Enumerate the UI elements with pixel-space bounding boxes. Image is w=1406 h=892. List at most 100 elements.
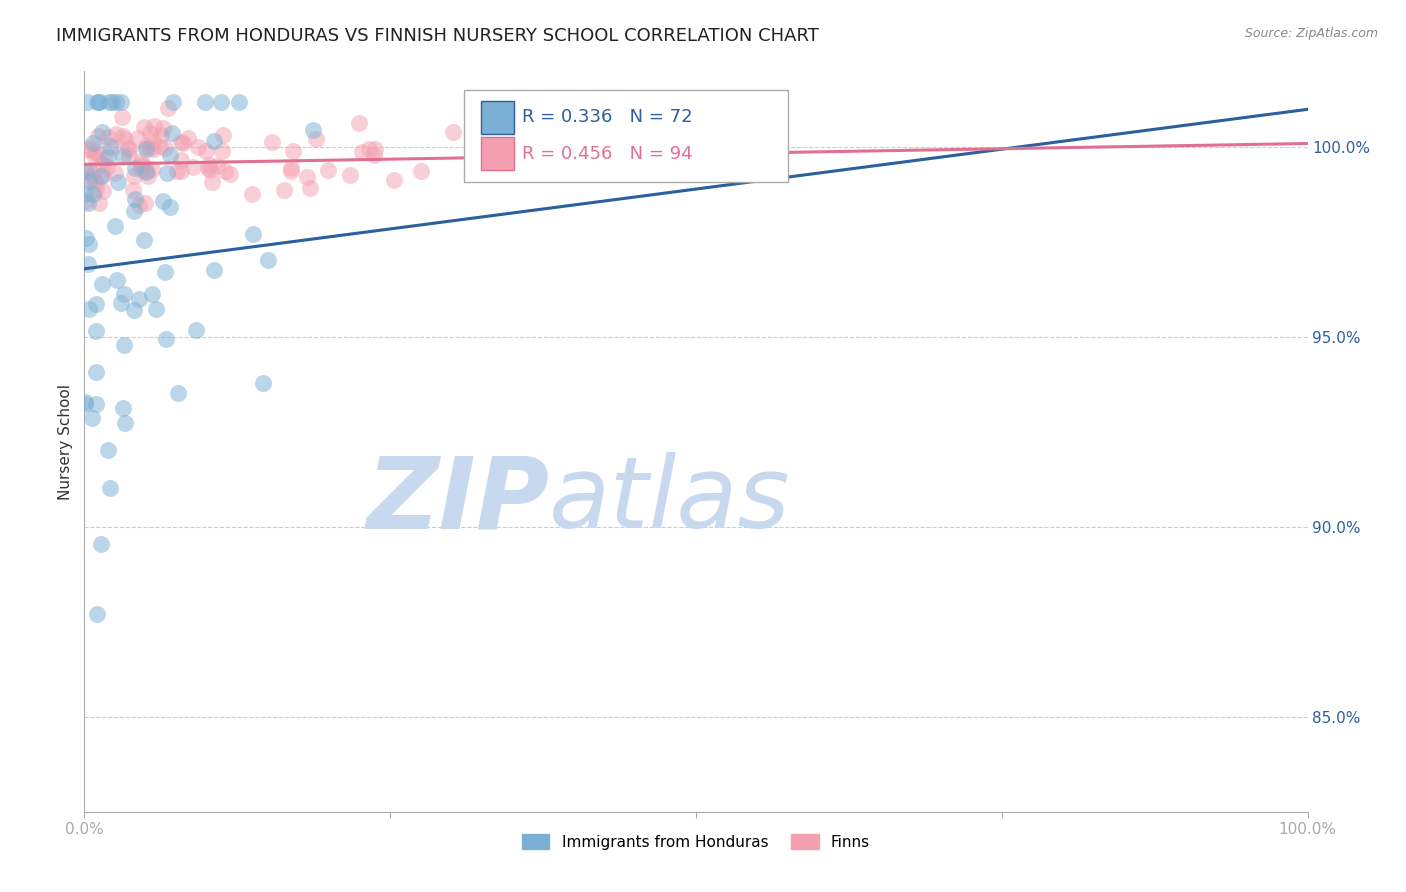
Point xyxy=(96,150,118,164)
Point xyxy=(84,365,107,379)
Text: ZIP: ZIP xyxy=(366,452,550,549)
Point xyxy=(382,172,405,186)
Point xyxy=(350,145,373,159)
Point xyxy=(80,411,103,425)
Point xyxy=(242,227,264,242)
Point xyxy=(76,171,98,186)
Point xyxy=(153,141,176,155)
Point xyxy=(162,95,184,109)
Point xyxy=(89,95,111,109)
Point xyxy=(134,196,156,211)
Point xyxy=(124,192,146,206)
Point xyxy=(166,164,188,178)
Point xyxy=(129,158,152,172)
Point xyxy=(122,169,145,183)
Point xyxy=(90,537,112,551)
Point xyxy=(82,136,104,150)
Point xyxy=(363,148,385,162)
Point xyxy=(111,110,134,124)
Point xyxy=(281,144,304,158)
Point xyxy=(118,149,141,163)
Text: Source: ZipAtlas.com: Source: ZipAtlas.com xyxy=(1244,27,1378,40)
Point xyxy=(240,186,263,201)
Point xyxy=(156,101,179,115)
Point xyxy=(172,136,194,150)
FancyBboxPatch shape xyxy=(481,137,513,169)
Text: R = 0.336   N = 72: R = 0.336 N = 72 xyxy=(522,108,693,127)
Point xyxy=(129,154,152,169)
Point xyxy=(186,323,208,337)
Point xyxy=(122,183,145,197)
Point xyxy=(347,115,370,129)
Point xyxy=(202,263,225,277)
Point xyxy=(83,148,105,162)
Point xyxy=(91,277,114,291)
Point xyxy=(105,273,128,287)
Point xyxy=(142,134,165,148)
Point xyxy=(142,142,165,156)
Point xyxy=(134,120,156,134)
Point xyxy=(197,161,219,175)
Point xyxy=(411,164,433,178)
Point xyxy=(489,137,512,152)
Point xyxy=(214,163,236,178)
Point xyxy=(441,125,464,139)
Point xyxy=(166,385,188,400)
FancyBboxPatch shape xyxy=(481,101,513,134)
Point xyxy=(124,303,146,318)
Point xyxy=(96,160,118,174)
Point xyxy=(135,139,157,153)
Point xyxy=(198,158,221,172)
Point xyxy=(194,144,217,158)
Point xyxy=(73,187,96,202)
Text: IMMIGRANTS FROM HONDURAS VS FINNISH NURSERY SCHOOL CORRELATION CHART: IMMIGRANTS FROM HONDURAS VS FINNISH NURS… xyxy=(56,27,820,45)
Point xyxy=(152,121,174,136)
Point xyxy=(574,150,596,164)
Point xyxy=(181,160,204,174)
Point xyxy=(318,163,340,178)
Point xyxy=(159,200,181,214)
Point xyxy=(110,296,132,310)
Point xyxy=(86,607,108,622)
Point xyxy=(141,286,163,301)
Point xyxy=(228,95,250,109)
Point xyxy=(93,153,115,168)
Point xyxy=(127,130,149,145)
Point xyxy=(105,95,128,109)
Point xyxy=(77,141,100,155)
Point xyxy=(83,172,105,186)
Point xyxy=(104,219,127,233)
Point xyxy=(87,147,110,161)
Point xyxy=(280,161,302,175)
Point xyxy=(84,182,107,196)
Point xyxy=(159,147,181,161)
Point xyxy=(75,397,97,411)
Point xyxy=(153,265,176,279)
Point xyxy=(141,161,163,176)
Point xyxy=(211,128,233,142)
Point xyxy=(273,184,295,198)
Point xyxy=(128,292,150,306)
Point xyxy=(75,230,97,244)
Point xyxy=(575,145,598,159)
Point xyxy=(114,132,136,146)
Point xyxy=(77,195,100,210)
Point xyxy=(149,139,172,153)
Y-axis label: Nursery School: Nursery School xyxy=(58,384,73,500)
Point xyxy=(84,325,107,339)
Point xyxy=(149,128,172,142)
Point xyxy=(98,139,121,153)
Point xyxy=(302,123,325,137)
Point xyxy=(280,164,302,178)
Point xyxy=(555,153,578,167)
Point xyxy=(91,168,114,182)
Text: atlas: atlas xyxy=(550,452,790,549)
Point xyxy=(295,170,318,185)
Point xyxy=(87,95,110,109)
Point xyxy=(156,166,179,180)
Point xyxy=(128,198,150,212)
Point xyxy=(112,286,135,301)
Point xyxy=(194,95,217,109)
Point xyxy=(359,142,381,156)
Point xyxy=(112,337,135,351)
